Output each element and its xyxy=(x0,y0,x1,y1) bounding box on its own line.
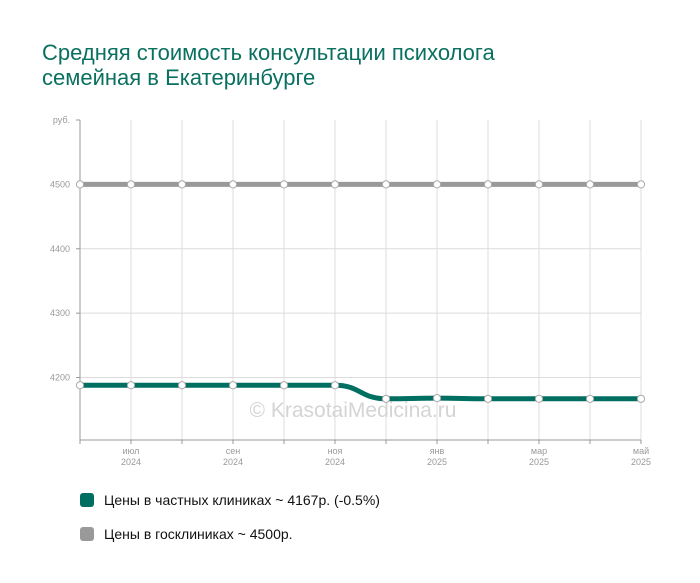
data-point xyxy=(126,180,136,189)
chart-title-line-2: семейная в Екатеринбурге xyxy=(42,65,316,90)
data-point xyxy=(330,381,340,390)
data-point xyxy=(330,180,340,189)
data-point xyxy=(483,394,493,403)
chart-title: Средняя стоимость консультации психолога… xyxy=(42,40,495,90)
data-point xyxy=(432,180,442,189)
legend-label-public: Цены в госклиниках ~ 4500р. xyxy=(104,526,293,542)
x-tick-label-month: мар xyxy=(531,446,547,456)
data-point xyxy=(381,394,391,403)
legend-item-public: Цены в госклиниках ~ 4500р. xyxy=(80,523,380,545)
x-tick-label-year: 2025 xyxy=(529,457,549,467)
legend-label-private: Цены в частных клиниках ~ 4167р. (-0.5%) xyxy=(104,492,380,508)
x-tick-label-year: 2024 xyxy=(223,457,243,467)
data-point xyxy=(75,180,85,189)
data-point xyxy=(636,394,646,403)
data-point xyxy=(279,381,289,390)
x-tick-label-year: 2025 xyxy=(427,457,447,467)
x-tick-label-year: 2024 xyxy=(325,457,345,467)
data-point xyxy=(534,394,544,403)
x-tick-label-month: янв xyxy=(430,446,445,456)
x-tick-label-month: сен xyxy=(226,446,241,456)
series-line-1 xyxy=(77,382,644,402)
x-tick-label-month: май xyxy=(633,446,649,456)
watermark: © KrasotaiMedicina.ru xyxy=(250,399,457,422)
data-point xyxy=(126,381,136,390)
data-point xyxy=(177,381,187,390)
x-tick-label-year: 2025 xyxy=(631,457,651,467)
legend-swatch-private xyxy=(80,493,94,507)
y-tick-label: 4400 xyxy=(50,244,70,254)
data-point xyxy=(228,381,238,390)
chart-axes: 4200430044004500руб.июл2024сен2024ноя202… xyxy=(50,115,651,467)
chart-title-line-1: Средняя стоимость консультации психолога xyxy=(42,40,495,65)
data-point xyxy=(228,180,238,189)
data-point xyxy=(381,180,391,189)
line-chart: 4200430044004500руб.июл2024сен2024ноя202… xyxy=(50,115,651,467)
data-point xyxy=(483,180,493,189)
data-point xyxy=(534,180,544,189)
data-point xyxy=(279,180,289,189)
legend-item-private: Цены в частных клиниках ~ 4167р. (-0.5%) xyxy=(80,489,380,511)
data-point xyxy=(432,394,442,403)
data-point xyxy=(585,180,595,189)
y-tick-label: 4500 xyxy=(50,179,70,189)
data-point xyxy=(585,394,595,403)
data-point xyxy=(636,180,646,189)
data-point xyxy=(75,381,85,390)
chart-legend: Цены в частных клиниках ~ 4167р. (-0.5%)… xyxy=(80,489,380,557)
x-tick-label-month: ноя xyxy=(328,446,343,456)
data-point xyxy=(177,180,187,189)
chart-series xyxy=(75,180,646,403)
x-tick-label-month: июл xyxy=(123,446,140,456)
x-tick-label-year: 2024 xyxy=(121,457,141,467)
y-tick-label: 4300 xyxy=(50,308,70,318)
y-unit-label: руб. xyxy=(53,115,70,125)
y-tick-label: 4200 xyxy=(50,373,70,383)
legend-swatch-public xyxy=(80,527,94,541)
